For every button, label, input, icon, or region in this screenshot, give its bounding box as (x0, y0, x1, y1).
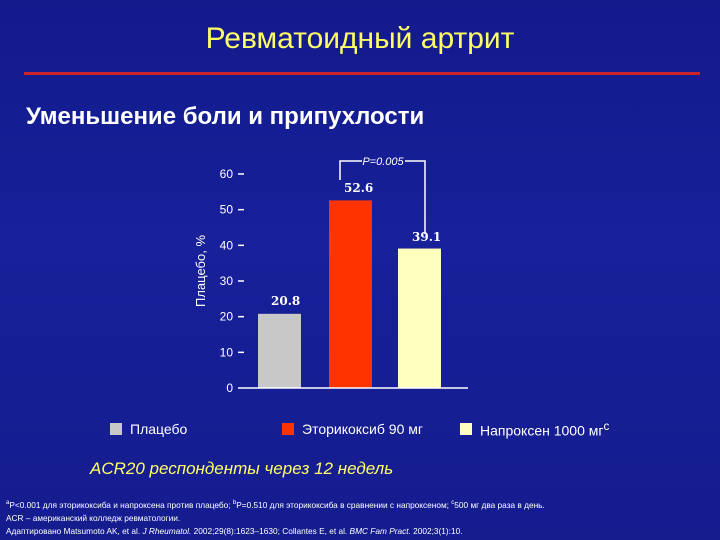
title-divider (24, 72, 700, 75)
y-tick-label: 40 (220, 238, 234, 252)
footnote-line-2: ACR – американский колледж ревматологии. (6, 512, 181, 523)
legend-swatch-etoricoxib (282, 423, 294, 435)
data-label: 52.6 (344, 181, 373, 195)
slide-title: Ревматоидный артрит (205, 22, 515, 55)
chart-caption: ACR20 респонденты через 12 недель (90, 459, 394, 478)
y-tick-label: 50 (220, 203, 234, 217)
legend-item-placebo: Плацебо (110, 420, 187, 438)
significance-bracket-left (339, 160, 362, 180)
significance-bracket-right (405, 160, 426, 234)
bar (329, 200, 372, 388)
y-tick-label: 10 (220, 345, 234, 359)
footnote-line-1: aP<0.001 для эторикоксиба и напроксена п… (6, 499, 545, 510)
slide-subtitle: Уменьшение боли и припухлости (26, 103, 425, 130)
bar (398, 248, 441, 388)
data-label: 20.8 (271, 294, 300, 308)
legend-label-naproxen: Напроксен 1000 мгc (480, 419, 610, 439)
legend-label-placebo: Плацебо (130, 421, 188, 437)
legend-swatch-naproxen (460, 423, 472, 435)
y-tick-label: 0 (226, 381, 233, 395)
y-tick-label: 30 (220, 274, 234, 288)
legend-label-etoricoxib: Эторикоксиб 90 мг (302, 421, 423, 437)
footnotes: aP<0.001 для эторикоксиба и напроксена п… (6, 497, 716, 538)
legend-item-etoricoxib: Эторикоксиб 90 мг (282, 420, 423, 438)
y-tick-label: 60 (220, 167, 234, 181)
legend-superscript-c: c (603, 419, 610, 433)
bar (258, 313, 301, 388)
legend-item-naproxen: Напроксен 1000 мгc (460, 420, 609, 438)
footnote-line-3: Адаптировано Matsumoto AK, et al. J Rheu… (6, 525, 463, 536)
data-label: 39.1 (412, 230, 441, 244)
y-axis-label: Плацебо, % (193, 235, 208, 307)
legend-swatch-placebo (110, 423, 122, 435)
y-tick-label: 20 (220, 310, 234, 324)
significance-label: P=0.005 (362, 156, 404, 168)
